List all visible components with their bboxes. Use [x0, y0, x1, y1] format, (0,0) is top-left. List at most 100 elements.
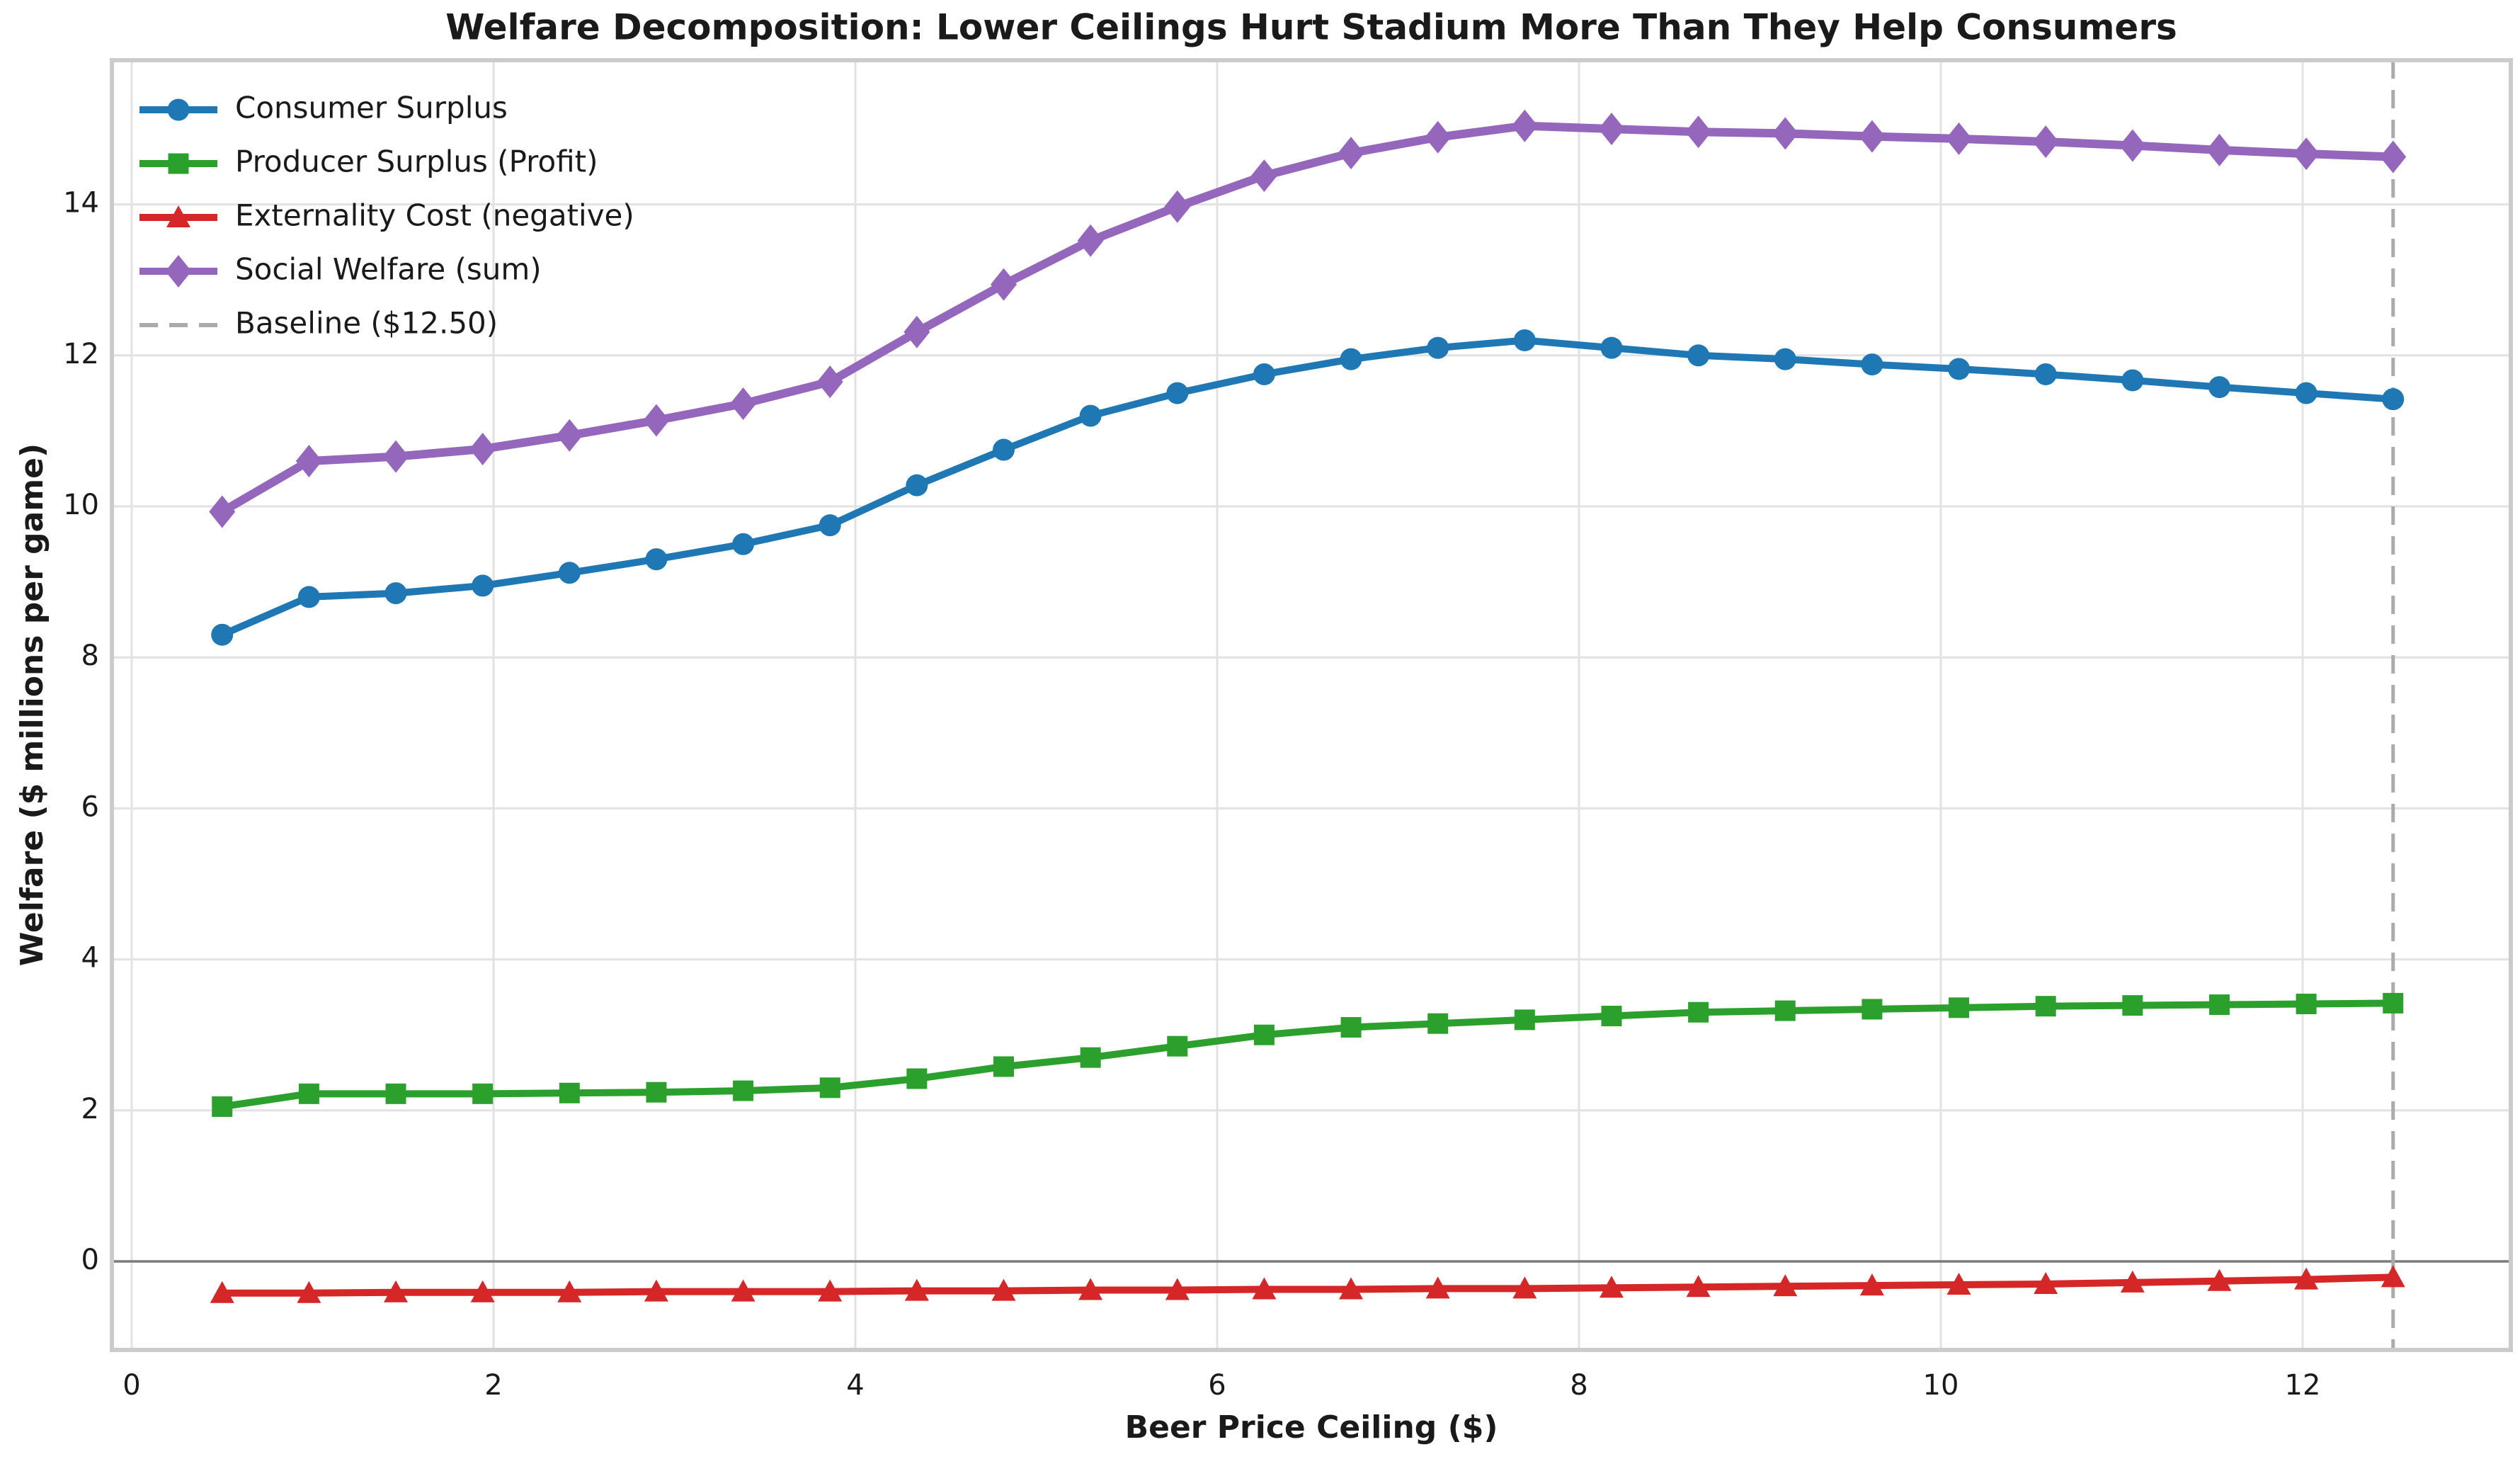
producer-surplus-profit-marker: [1253, 1024, 1275, 1045]
legend-item-consumer-surplus: Consumer Surplus: [139, 91, 508, 125]
externality-cost-negative-marker: [1078, 1278, 1103, 1300]
producer-surplus-profit-marker: [2035, 996, 2056, 1017]
externality-cost-negative-marker: [2207, 1268, 2232, 1291]
externality-cost-negative-marker: [1773, 1274, 1798, 1297]
externality-cost-negative-marker: [1425, 1276, 1450, 1299]
social-welfare-sum-marker: [1164, 190, 1191, 223]
consumer-surplus-marker: [1427, 336, 1449, 359]
x-tick-label: 6: [1208, 1369, 1226, 1402]
series-consumer-surplus: [211, 329, 2405, 646]
producer-surplus-profit-marker: [472, 1083, 494, 1104]
externality-cost-negative-marker: [1165, 1278, 1190, 1300]
social-welfare-sum-line: [217, 121, 2398, 516]
x-tick-label: 4: [846, 1369, 864, 1402]
consumer-surplus-marker: [211, 623, 234, 646]
social-welfare-sum-marker: [469, 432, 496, 465]
consumer-surplus-marker: [993, 438, 1015, 461]
chart-title: Welfare Decomposition: Lower Ceilings Hu…: [445, 7, 2177, 48]
consumer-surplus-marker: [2121, 369, 2144, 392]
producer-surplus-profit-marker: [1688, 1001, 1709, 1023]
producer-surplus-profit-marker: [646, 1082, 667, 1103]
consumer-surplus-marker: [1513, 329, 1536, 351]
consumer-surplus-marker: [2034, 363, 2057, 385]
producer-surplus-profit-marker: [1080, 1047, 1101, 1068]
x-tick-label: 10: [1923, 1369, 1959, 1402]
producer-surplus-profit-marker: [385, 1083, 406, 1104]
consumer-surplus-marker: [1774, 348, 1796, 370]
consumer-surplus-marker: [906, 474, 928, 496]
y-axis-label: Welfare ($ millions per game): [14, 443, 50, 966]
externality-cost-negative-marker: [818, 1279, 843, 1302]
producer-surplus-profit-marker: [1949, 997, 1970, 1018]
producer-surplus-profit-marker: [1514, 1009, 1535, 1031]
legend-triangle-up-icon: [166, 205, 190, 227]
consumer-surplus-marker: [1687, 344, 1710, 367]
consumer-surplus-marker: [2208, 376, 2230, 399]
x-axis-label: Beer Price Ceiling ($): [1125, 1409, 1498, 1446]
social-welfare-sum-marker: [1250, 159, 1277, 193]
externality-cost-negative-marker: [297, 1281, 321, 1303]
y-tick-label: 6: [81, 790, 99, 823]
tick-labels: 0 2 4 6 8 10 12 0 2 4 6 8 10 12 14: [63, 187, 2320, 1402]
social-welfare-sum-marker: [903, 315, 930, 348]
social-welfare-sum-marker: [1511, 109, 1538, 142]
externality-cost-negative-marker: [991, 1278, 1016, 1301]
consumer-surplus-marker: [1079, 404, 1102, 427]
externality-cost-negative-marker: [384, 1280, 409, 1302]
y-tick-label: 4: [81, 942, 99, 975]
y-tick-label: 14: [63, 187, 99, 220]
social-welfare-sum-marker: [295, 445, 322, 478]
legend-item-label: Externality Cost (negative): [235, 198, 634, 233]
social-welfare-sum-marker: [382, 440, 409, 473]
externality-cost-negative-marker: [1252, 1277, 1277, 1300]
plot-frame: [110, 58, 2513, 1352]
social-welfare-sum-marker: [2119, 129, 2146, 162]
externality-cost-negative-marker: [731, 1279, 756, 1302]
producer-surplus-profit-marker: [1427, 1013, 1449, 1034]
consumer-surplus-line: [218, 336, 2397, 639]
producer-surplus-profit-marker: [2383, 992, 2404, 1014]
consumer-surplus-marker: [2382, 388, 2405, 411]
social-welfare-sum-marker: [1946, 122, 1973, 155]
externality-cost-negative-marker: [470, 1280, 495, 1302]
producer-surplus-profit-marker: [993, 1056, 1015, 1077]
social-welfare-sum-marker: [1425, 120, 1452, 154]
social-welfare-sum-marker: [1859, 120, 1886, 153]
social-welfare-sum-marker: [2293, 137, 2320, 171]
producer-surplus-profit-marker: [2208, 994, 2230, 1016]
externality-cost-negative-marker: [1946, 1273, 1971, 1295]
social-welfare-sum-marker: [2380, 140, 2407, 174]
grid: [112, 60, 2511, 1350]
legend: Consumer Surplus Producer Surplus (Profit…: [139, 91, 634, 341]
consumer-surplus-marker: [2295, 382, 2317, 404]
producer-surplus-profit-line: [218, 999, 2397, 1111]
producer-surplus-profit-marker: [906, 1068, 928, 1089]
series-social-welfare-sum: [209, 109, 2407, 528]
producer-surplus-profit-marker: [733, 1080, 754, 1101]
producer-surplus-profit-marker: [2122, 995, 2143, 1016]
x-tick-label: 12: [2285, 1369, 2321, 1402]
legend-item-label: Producer Surplus (Profit): [235, 144, 598, 179]
legend-item-producer-surplus-profit: Producer Surplus (Profit): [139, 144, 598, 179]
y-tick-label: 12: [63, 338, 99, 370]
producer-surplus-profit-marker: [559, 1082, 580, 1103]
y-tick-label: 8: [81, 640, 99, 672]
externality-cost-negative-marker: [1599, 1276, 1624, 1298]
consumer-surplus-marker: [558, 562, 581, 584]
legend-item-label: Social Welfare (sum): [235, 252, 542, 287]
producer-surplus-profit-marker: [1340, 1017, 1362, 1038]
y-tick-label: 0: [81, 1244, 99, 1276]
producer-surplus-profit-marker: [2296, 993, 2317, 1014]
producer-surplus-profit-marker: [819, 1077, 840, 1098]
social-welfare-sum-marker: [991, 268, 1017, 301]
social-welfare-sum-marker: [816, 365, 843, 399]
producer-surplus-profit-marker: [1601, 1006, 1622, 1027]
x-tick-label: 8: [1570, 1369, 1587, 1402]
legend-item-social-welfare-sum: Social Welfare (sum): [139, 252, 542, 288]
social-welfare-sum-marker: [1598, 113, 1625, 145]
consumer-surplus-marker: [1600, 336, 1623, 359]
externality-cost-negative-marker: [210, 1281, 234, 1303]
x-tick-label: 2: [484, 1369, 502, 1402]
